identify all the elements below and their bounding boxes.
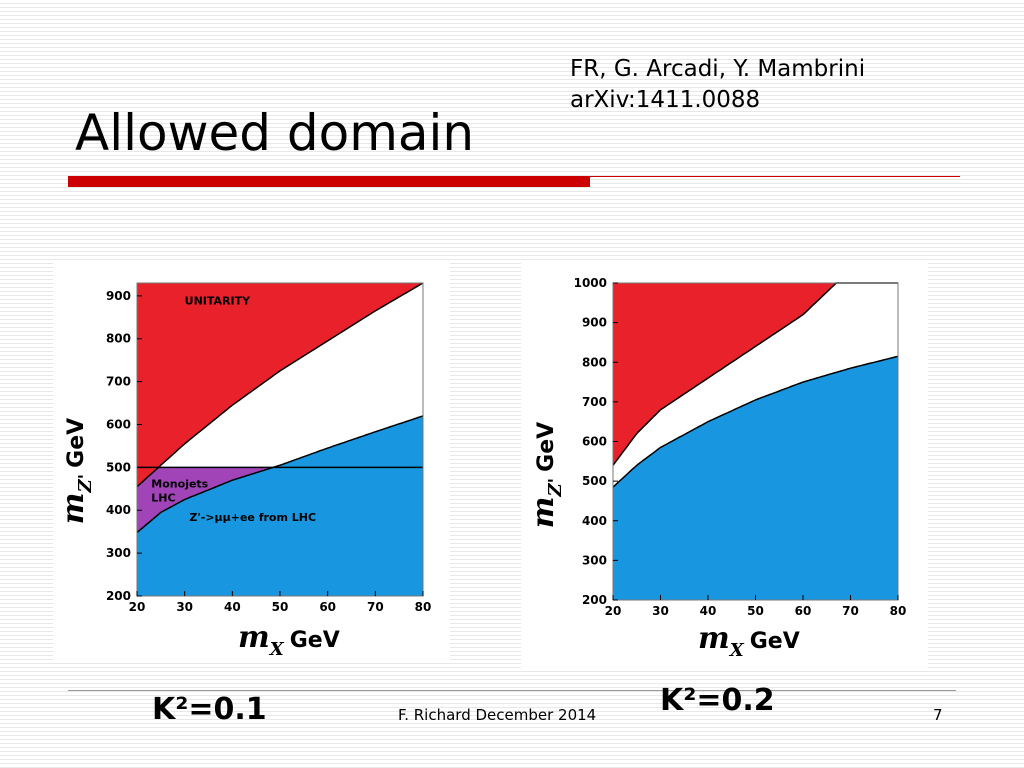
reference-authors: FR, G. Arcadi, Y. Mambrini (570, 56, 866, 82)
page-number: 7 (933, 706, 943, 724)
y-tick-label: 900 (106, 289, 131, 303)
unitarity-region (613, 283, 898, 466)
y-tick-label: 600 (106, 417, 131, 431)
x-tick-label: 70 (842, 604, 859, 618)
x-tick-label: 20 (605, 604, 622, 618)
lhc-boundary (612, 355, 899, 488)
lhc-boundary (136, 415, 424, 534)
y-tick-label: 300 (106, 546, 131, 560)
chart-right: 20 30 40 50 60 70 80 200 300 400 500 600 700 800 900 10… (521, 263, 928, 668)
monojet-region (137, 467, 273, 533)
y-tick-label: 200 (582, 593, 607, 607)
coupling-label-left: K²=0.1 (152, 692, 267, 727)
y-tick-label: 500 (582, 474, 607, 488)
chart-left: 20 30 40 50 60 70 80 200 300 400 500 600 700 800 900 mX… (53, 263, 450, 663)
x-tick-label: 80 (415, 600, 432, 614)
page-title: Allowed domain (75, 104, 475, 162)
lhc-region (137, 415, 423, 596)
x-tick-label: 30 (176, 600, 193, 614)
x-tick-label: 50 (272, 600, 289, 614)
y-tick-label: 700 (106, 375, 131, 389)
y-tick-label: 900 (582, 316, 607, 330)
y-tick-label: 200 (106, 589, 131, 603)
unitarity-label: UNITARITY (185, 294, 251, 307)
y-tick-label: 600 (582, 435, 607, 449)
x-tick-label: 30 (652, 604, 669, 618)
reference: FR, G. Arcadi, Y. Mambrini arXiv:1411.00… (570, 54, 865, 116)
coupling-label-right: K²=0.2 (660, 683, 775, 718)
y-tick-label: 400 (106, 503, 131, 517)
footer-rule (68, 690, 956, 691)
reference-arxiv: arXiv:1411.0088 (570, 87, 761, 113)
x-tick-label: 50 (747, 604, 764, 618)
chart-svg: 20 30 40 50 60 70 80 200 300 400 500 600 700 800 900 10… (526, 276, 907, 661)
x-axis-label: mX GeV (698, 621, 800, 661)
unitarity-boundary (136, 282, 424, 488)
chart-svg: 20 30 40 50 60 70 80 200 300 400 500 600 700 800 900 mX… (56, 282, 432, 660)
x-tick-label: 40 (224, 600, 241, 614)
y-axis-label: mZ'GeV (526, 422, 566, 528)
x-tick-label: 40 (700, 604, 717, 618)
x-tick-label: 70 (367, 600, 384, 614)
y-tick-label: 500 (106, 460, 131, 474)
x-tick-label: 20 (129, 600, 146, 614)
footer-text: F. Richard December 2014 (398, 706, 597, 724)
monojet-label: Monojets (151, 478, 208, 491)
y-tick-label: 800 (582, 355, 607, 369)
unitarity-region (137, 283, 423, 487)
x-tick-label: 60 (795, 604, 812, 618)
x-axis-label: mX GeV (238, 620, 340, 660)
y-tick-label: 400 (582, 514, 607, 528)
title-rule-thin (590, 176, 960, 177)
lhc-region (613, 356, 898, 600)
y-tick-label: 300 (582, 553, 607, 567)
lhc-label: Z'->µµ+ee from LHC (189, 511, 316, 524)
monojet-label-2: LHC (151, 492, 175, 505)
y-tick-label: 800 (106, 332, 131, 346)
x-tick-label: 80 (890, 604, 907, 618)
y-axis-label: mZ'GeV (56, 418, 96, 524)
x-tick-label: 60 (319, 600, 336, 614)
title-rule (68, 176, 590, 187)
y-tick-label: 700 (582, 395, 607, 409)
y-tick-label: 1000 (574, 276, 607, 290)
